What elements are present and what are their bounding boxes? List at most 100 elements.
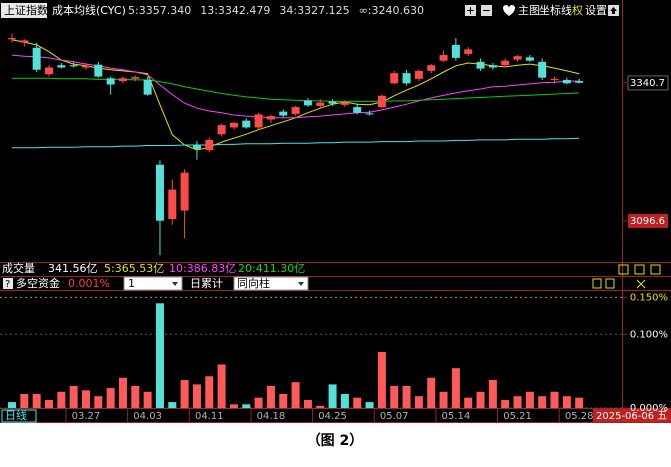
- legend-entry: 5:3357.340: [128, 4, 191, 17]
- bar: [205, 376, 214, 408]
- candle-body: [106, 78, 115, 85]
- candle-body: [550, 78, 559, 80]
- candle-body: [279, 111, 288, 116]
- panel-button[interactable]: [634, 264, 645, 275]
- bar: [488, 379, 497, 408]
- bar: [32, 393, 41, 408]
- bar: [377, 351, 386, 408]
- legend-entry: 34:3327.125: [279, 4, 349, 17]
- close-button[interactable]: [636, 279, 646, 289]
- bar: [575, 397, 584, 408]
- bar: [143, 391, 152, 408]
- candle-body: [464, 49, 473, 54]
- candle-body: [8, 38, 16, 40]
- style-select-value[interactable]: 同向柱: [237, 276, 270, 290]
- bar: [192, 384, 201, 408]
- y-tick-label: 3096.6: [630, 216, 665, 227]
- bar: [414, 396, 423, 408]
- bar: [229, 404, 238, 408]
- candle-body: [377, 95, 386, 108]
- bar: [242, 404, 251, 408]
- candle-body: [340, 102, 349, 105]
- period-box[interactable]: [1, 409, 37, 423]
- toolbar-button[interactable]: 权: [572, 4, 583, 17]
- bar: [81, 390, 90, 408]
- indicator-name: 成本均线(CYC): [52, 3, 126, 17]
- x-tick-label: 05.21: [503, 411, 532, 422]
- help-box[interactable]: [3, 278, 13, 289]
- style-select[interactable]: [233, 276, 309, 291]
- candle-body: [451, 44, 460, 58]
- panel-button[interactable]: [650, 264, 661, 275]
- period-label[interactable]: 日线: [5, 408, 27, 422]
- symbol-box[interactable]: [1, 3, 47, 18]
- candle-body: [476, 61, 485, 69]
- ma-line: [12, 77, 580, 102]
- toolbar-button[interactable]: 坐标线: [539, 3, 572, 17]
- candle-body: [168, 189, 177, 220]
- help-button[interactable]: ?: [5, 279, 10, 290]
- candle-body: [217, 125, 226, 135]
- bar: [131, 385, 140, 408]
- bar: [69, 385, 78, 408]
- legend-entry: 13:3342.479: [200, 4, 270, 17]
- period-select-value[interactable]: 1: [128, 277, 135, 290]
- bar: [118, 377, 127, 408]
- bar: [303, 399, 312, 408]
- bar: [57, 391, 66, 408]
- bar: [20, 393, 29, 408]
- candle-body: [427, 65, 436, 71]
- bar: [562, 396, 571, 408]
- tick-label-box: [627, 75, 669, 91]
- favorite-button[interactable]: [503, 5, 515, 16]
- period-select[interactable]: [123, 276, 183, 291]
- candle-body: [328, 101, 337, 104]
- candle-body: [365, 113, 374, 115]
- candle-body: [525, 57, 534, 61]
- x-tick-label: 04.18: [257, 411, 286, 422]
- candle-body: [118, 78, 127, 82]
- candle-body: [254, 114, 263, 128]
- candle-body: [562, 79, 571, 84]
- candle-body: [266, 116, 275, 120]
- toolbar-button[interactable]: 设置: [585, 4, 607, 17]
- candle-body: [402, 73, 411, 84]
- bar: [279, 393, 288, 408]
- y-tick-label: 0.100%: [630, 329, 668, 340]
- bar: [451, 368, 460, 408]
- bar: [340, 393, 349, 408]
- candle-body: [575, 81, 584, 83]
- bar: [501, 399, 510, 408]
- candle-body: [291, 107, 300, 114]
- dropdown-arrow: [172, 282, 178, 286]
- panel-button[interactable]: [605, 278, 615, 289]
- candle-body: [513, 56, 522, 60]
- candle-body: [242, 120, 251, 128]
- bar: [180, 379, 189, 408]
- x-tick-label: 05.14: [442, 411, 471, 422]
- legend-entry: ∞:3240.630: [359, 4, 424, 17]
- x-tick-label: 04.03: [133, 411, 162, 422]
- candle-body: [32, 47, 41, 70]
- candle-body: [501, 60, 510, 66]
- candle-body: [69, 65, 78, 67]
- panel-button[interactable]: [618, 264, 629, 275]
- volume-value: 341.56亿: [48, 262, 98, 275]
- bar: [427, 377, 436, 408]
- bar: [390, 385, 399, 408]
- x-tick-label: 04.11: [195, 411, 224, 422]
- cursor-date-box: [593, 409, 671, 422]
- bar: [155, 303, 164, 408]
- bar: [217, 364, 226, 408]
- bar: [8, 402, 16, 408]
- bar: [44, 399, 53, 408]
- symbol[interactable]: 上证指数: [4, 3, 48, 17]
- bar: [254, 397, 263, 408]
- toolbar-button[interactable]: 主图: [518, 4, 540, 17]
- mode-label: 日累计: [190, 277, 223, 290]
- candle-body: [303, 100, 312, 106]
- x-tick-label: 03.27: [72, 411, 101, 422]
- panel-button[interactable]: [592, 278, 602, 289]
